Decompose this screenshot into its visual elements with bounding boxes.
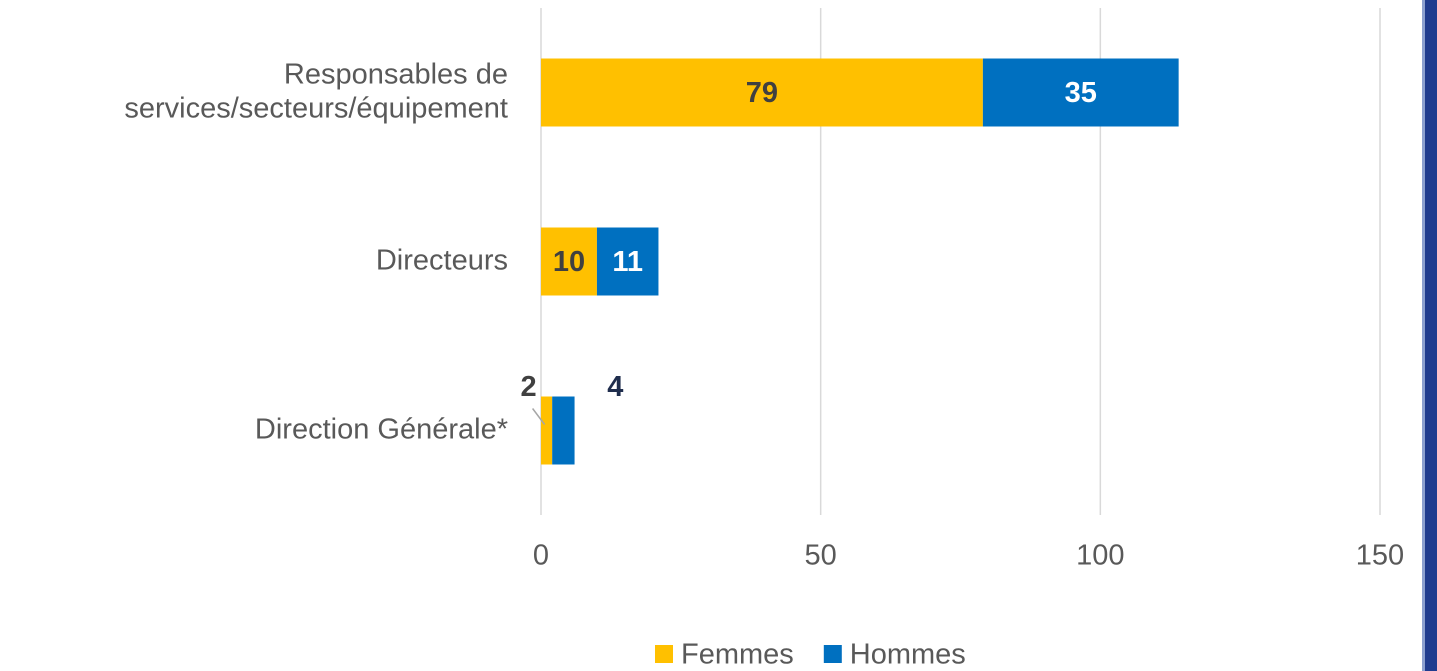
x-tick-label: 50 xyxy=(805,540,837,572)
x-tick-label: 150 xyxy=(1356,540,1404,572)
bar xyxy=(541,227,597,296)
leader-line xyxy=(531,408,546,425)
legend-label: Hommes xyxy=(850,639,966,671)
bar xyxy=(541,58,983,127)
legend-swatch xyxy=(655,645,673,663)
legend-label: Femmes xyxy=(681,639,794,671)
bar xyxy=(552,396,575,465)
category-label: Responsables de services/secteurs/équipem… xyxy=(124,58,508,124)
data-label: 79 xyxy=(746,77,778,109)
data-label: 2 xyxy=(521,371,537,403)
data-label: 4 xyxy=(607,371,623,403)
bar xyxy=(596,227,659,296)
data-label: 35 xyxy=(1065,77,1097,109)
bar xyxy=(982,58,1179,127)
data-label: 10 xyxy=(553,246,585,278)
bar xyxy=(541,396,553,465)
data-label: 11 xyxy=(612,246,643,278)
x-tick-label: 100 xyxy=(1076,540,1124,572)
x-tick-label: 0 xyxy=(533,540,549,572)
legend-swatch xyxy=(823,645,842,663)
category-label: Direction Générale* xyxy=(255,413,508,445)
side-strip xyxy=(1425,0,1437,671)
category-label: Directeurs xyxy=(376,244,508,276)
side-strip-edge xyxy=(1422,0,1425,671)
